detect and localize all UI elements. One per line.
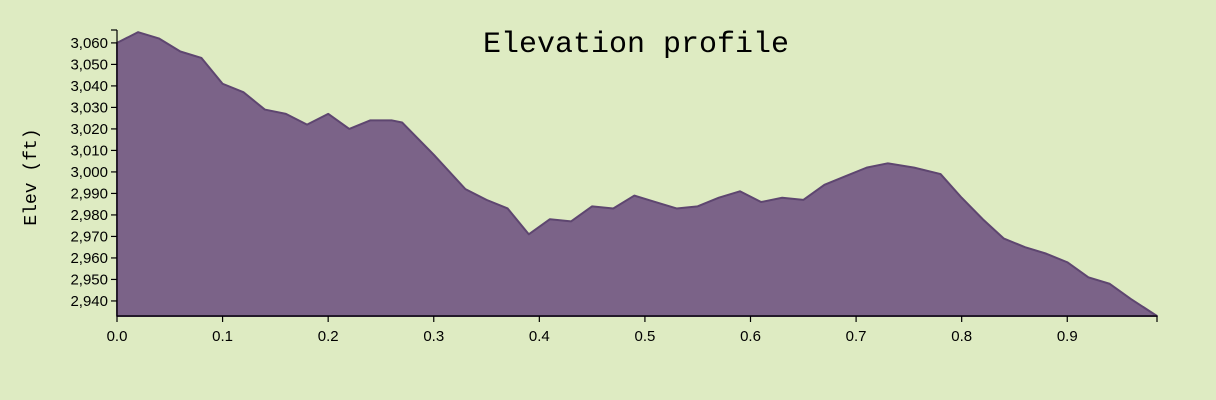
x-tick-label: 0.7 — [846, 328, 867, 345]
y-tick-label: 2,950 — [70, 271, 108, 288]
x-tick-label: 0.1 — [212, 328, 233, 345]
y-tick-label: 3,010 — [70, 142, 108, 159]
chart-title: Elevation profile — [483, 28, 789, 62]
x-tick-label: 0.2 — [318, 328, 339, 345]
plot-area: 0.0 0.1 0.2 0.3 0.4 0.5 0.6 0.7 0.8 0.9 2,940 2,950… — [70, 29, 1158, 345]
y-tick-label: 3,050 — [70, 56, 108, 73]
x-tick-label: 0.9 — [1057, 328, 1078, 345]
x-tick-label: 0.3 — [423, 328, 444, 345]
y-tick-label: 2,980 — [70, 207, 108, 224]
y-axis-label: Elev (ft) — [22, 128, 42, 225]
x-tick-label: 0.8 — [951, 328, 972, 345]
y-tick-label: 3,000 — [70, 164, 108, 181]
y-tick-label: 2,960 — [70, 250, 108, 267]
elevation-area — [116, 31, 1158, 317]
y-tick-label: 3,060 — [70, 35, 108, 52]
y-tick-label: 2,990 — [70, 185, 108, 202]
x-tick-label: 0.0 — [107, 328, 128, 345]
x-tick-label: 0.6 — [740, 328, 761, 345]
y-tick-label: 3,030 — [70, 99, 108, 116]
x-tick-label: 0.5 — [634, 328, 655, 345]
x-tick-label: 0.4 — [529, 328, 550, 345]
y-tick-label: 3,020 — [70, 121, 108, 138]
y-tick-label: 2,970 — [70, 228, 108, 245]
y-tick-label: 2,940 — [70, 293, 108, 310]
y-tick-label: 3,040 — [70, 78, 108, 95]
